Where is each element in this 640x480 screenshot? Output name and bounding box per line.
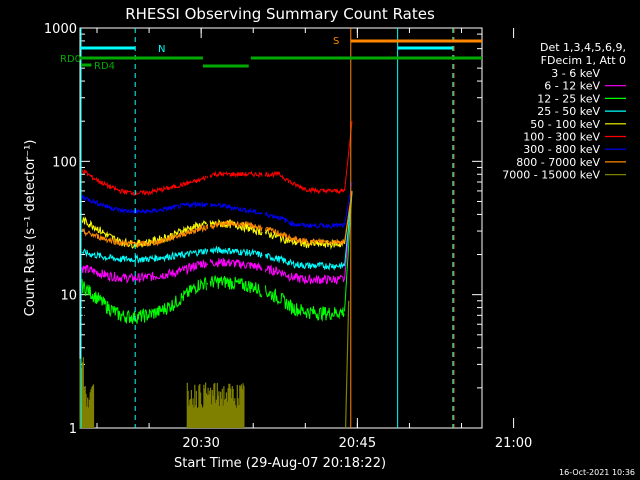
legend-label-7: 800 - 7000 keV: [516, 156, 600, 169]
y-tick-label: 1000: [44, 22, 77, 37]
legend-label-6: 300 - 800 keV: [523, 143, 600, 156]
x-axis-label: Start Time (29-Aug-07 20:18:22): [174, 456, 386, 471]
series-line-7: [81, 190, 353, 248]
series-line-6: [81, 181, 353, 229]
plot-frame: [79, 27, 483, 429]
flag-label-n: N: [158, 44, 165, 55]
y-tick-label: 10: [60, 289, 77, 304]
legend-header-1: Det 1,3,4,5,6,9,: [540, 41, 626, 54]
timestamp: 16-Oct-2021 10:36: [559, 468, 635, 477]
series-line-4: [81, 190, 353, 250]
flag-label-s: S: [333, 36, 339, 47]
legend-label-4: 50 - 100 keV: [530, 118, 600, 131]
series-line-5: [81, 121, 353, 197]
legend-label-2: 12 - 25 keV: [537, 92, 600, 105]
flag-label-rd4: RD4: [94, 61, 115, 72]
flag-label-rd0: RD0: [60, 54, 81, 65]
y-tick-label: 1: [69, 422, 77, 437]
legend-header-2: FDecim 1, Att 0: [541, 54, 626, 67]
chart-title: RHESSI Observing Summary Count Rates: [125, 5, 435, 23]
legend-label-5: 100 - 300 keV: [523, 131, 600, 144]
series-line-2: [81, 190, 353, 325]
x-tick-label: 20:30: [182, 436, 219, 451]
plot-area: 110100100020:3020:4521:0021:1521:3021:45…: [44, 22, 532, 451]
legend-label-8: 7000 - 15000 keV: [502, 169, 600, 182]
legend-label-3: 25 - 50 keV: [537, 105, 600, 118]
x-tick-label: 20:45: [339, 436, 376, 451]
series-line-3: [82, 190, 353, 271]
y-tick-label: 100: [52, 155, 77, 170]
y-axis-label: Count Rate (s⁻¹ detector⁻¹): [23, 140, 38, 317]
series-line-1: [81, 190, 353, 285]
series-line-0: [81, 285, 353, 360]
x-tick-label: 21:00: [495, 436, 532, 451]
legend-label-1: 6 - 12 keV: [544, 80, 600, 93]
legend-label-0: 3 - 6 keV: [551, 67, 600, 80]
